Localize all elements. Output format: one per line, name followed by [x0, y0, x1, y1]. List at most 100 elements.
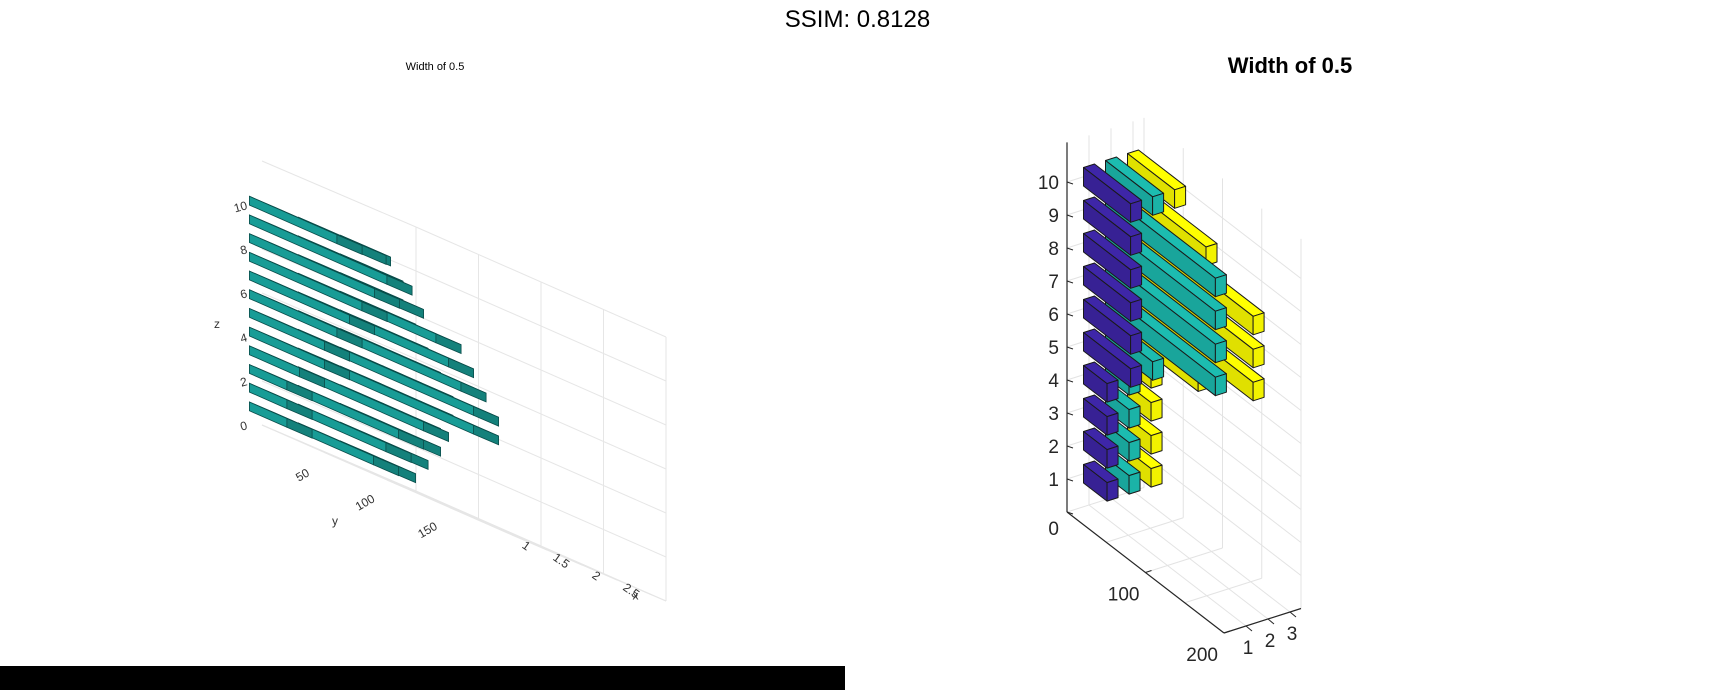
left-bar — [248, 326, 351, 381]
left-x-tick-label: 1 — [520, 538, 534, 553]
left-bar — [297, 366, 450, 443]
bar-end-face — [1106, 478, 1119, 502]
right-chart-panel: Width of 0.5 0 1 2 3 4 5 6 7 8 9 10 100 200 1 2 3 — [845, 0, 1715, 690]
bar-end-face — [1150, 464, 1163, 488]
left-bar-end — [323, 359, 351, 381]
left-chart-panel: Width of 0.5 0 2 4 6 8 10 z 50 100 150 y 1 1.5 2 2.5 x — [0, 0, 845, 690]
left-bar — [248, 345, 326, 389]
left-z-tick-label: 8 — [239, 242, 249, 257]
left-bar-seam — [373, 437, 399, 449]
ssim-label: SSIM: 0.8128 — [784, 6, 931, 33]
bar-end-face — [1130, 265, 1143, 289]
left-bar-end — [472, 405, 500, 427]
z-tick — [1066, 346, 1074, 350]
z-tick-label: 6 — [1048, 305, 1059, 326]
left-y-axis-label: y — [332, 514, 338, 528]
bar-end-face — [1128, 438, 1141, 462]
left-bar-end — [386, 274, 413, 296]
z-tick — [1066, 379, 1074, 383]
z-tick — [1066, 478, 1074, 482]
bar — [1083, 229, 1143, 289]
y-tick — [1145, 570, 1152, 573]
z-tick-label: 9 — [1048, 206, 1059, 227]
z-tick-label: 10 — [1038, 173, 1059, 194]
bar-end-face — [1214, 307, 1227, 331]
y-tick — [1223, 630, 1231, 634]
left-z-tick-label: 2 — [239, 374, 249, 389]
left-bar — [248, 289, 363, 349]
left-bar — [248, 214, 413, 296]
left-bar-seam — [286, 362, 313, 374]
bar — [1083, 163, 1143, 223]
x-tick — [1267, 618, 1275, 625]
bar-end-face — [1150, 398, 1163, 422]
left-bar — [248, 363, 313, 402]
z-tick — [1066, 313, 1074, 317]
left-bar-seam — [467, 403, 493, 415]
z-tick-label: 2 — [1048, 437, 1059, 458]
bar-end-face — [1130, 298, 1143, 322]
bar — [1083, 328, 1143, 388]
bar-end-face — [1130, 364, 1143, 388]
left-bar-end — [373, 288, 401, 309]
bar-end-face — [1106, 412, 1119, 436]
left-bar-end — [323, 340, 351, 362]
floor-gridline — [1110, 497, 1269, 620]
left-bar-seam — [324, 322, 350, 334]
left-wall-gridline — [261, 292, 417, 360]
bar-end-face — [1152, 192, 1165, 216]
left-bar-end — [397, 298, 425, 319]
left-bar-end — [348, 314, 376, 336]
left-bar-end — [460, 381, 487, 403]
left-bar-seam — [268, 409, 294, 422]
bar-end-face — [1130, 232, 1143, 256]
left-bar-end — [286, 399, 313, 421]
bar-end-face — [1252, 345, 1265, 369]
bar-end-face — [1252, 312, 1265, 336]
z-tick — [1066, 412, 1074, 416]
x-tick — [1245, 625, 1253, 632]
bar-end-face — [1128, 471, 1141, 495]
left-bar — [248, 307, 351, 362]
x-tick — [1289, 611, 1297, 618]
left-wall-gridline — [261, 160, 417, 228]
z-tick — [1066, 247, 1074, 251]
left-bar-end — [397, 428, 425, 450]
left-bar-seam — [429, 330, 455, 343]
left-wall-gridline — [261, 380, 417, 448]
left-z-axis-label: z — [214, 317, 220, 331]
left-bar-end — [372, 455, 400, 477]
left-bar-end — [336, 234, 363, 256]
wall-gridline — [1143, 421, 1302, 543]
left-x-axis-label: x — [633, 589, 639, 603]
wall-gridline — [1143, 355, 1302, 477]
left-bar-seam — [410, 416, 437, 428]
z-tick-label: 3 — [1048, 404, 1059, 425]
left-z-tick-label: 6 — [239, 286, 249, 301]
left-bar — [248, 270, 376, 336]
left-z-tick-label: 0 — [239, 418, 249, 433]
left-bar-seam — [268, 372, 294, 384]
left-bar-seam — [305, 332, 331, 345]
floor-gridline — [1184, 577, 1262, 604]
left-bar — [297, 384, 425, 450]
z-tick-label: 5 — [1048, 338, 1059, 359]
left-bar — [248, 401, 313, 439]
wall-gridline — [1143, 454, 1302, 576]
left-bar — [248, 251, 388, 323]
floor-gridline — [1145, 547, 1223, 573]
right-bars — [1083, 149, 1265, 502]
left-bar-seam — [429, 349, 455, 361]
x-tick-label: 1 — [1243, 638, 1254, 659]
left-bar-end — [298, 367, 326, 389]
left-bar-end — [385, 442, 412, 464]
left-bar-end — [435, 333, 462, 355]
floor-gridline — [1088, 504, 1247, 627]
wall-gridline — [1143, 388, 1302, 510]
left-bar-seam — [392, 426, 418, 438]
bar-end-face — [1152, 357, 1165, 381]
bar-end-face — [1214, 274, 1227, 298]
